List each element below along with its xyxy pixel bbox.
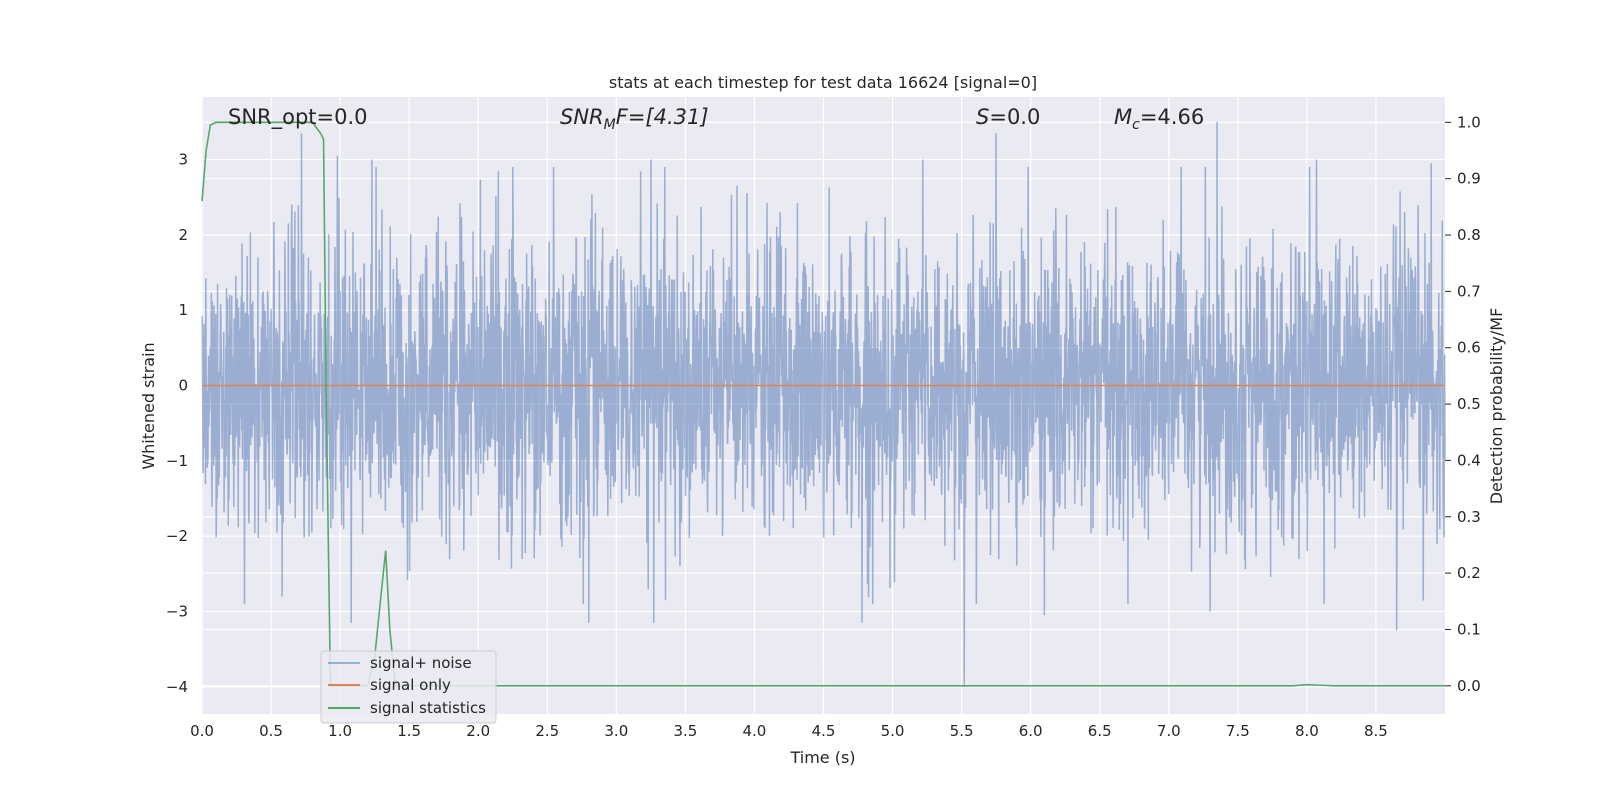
y-tick-label: 1 — [178, 301, 188, 319]
x-tick-label: 7.5 — [1226, 722, 1250, 740]
x-tick-label: 2.5 — [535, 722, 559, 740]
y2-tick-label: 0.4 — [1457, 451, 1481, 469]
snr-mf-sub: M — [604, 117, 616, 133]
x-tick-label: 3.5 — [673, 722, 697, 740]
noise-line — [201, 121, 1446, 687]
legend-box — [320, 650, 497, 724]
mc-sub: c — [1132, 117, 1140, 133]
snr-mf-annotation: SNRMF=[4.31] — [560, 105, 709, 133]
y-tick-label: −3 — [166, 603, 188, 621]
s-annotation: S=0.0 — [976, 105, 1040, 129]
x-tick-label: 5.0 — [881, 722, 905, 740]
y2-tick-label: 0.3 — [1457, 508, 1481, 526]
legend: signal+ noise signal only signal statist… — [320, 650, 497, 724]
snr-mf-main: SNR — [560, 105, 604, 129]
x-tick-label: 6.5 — [1088, 722, 1112, 740]
x-tick-label: 0.5 — [259, 722, 283, 740]
x-tick-label: 1.5 — [397, 722, 421, 740]
x-tick-label: 6.0 — [1019, 722, 1043, 740]
y-tick-label: 3 — [178, 151, 188, 169]
y-tick-label: 0 — [178, 377, 188, 395]
y2-tick-label: 0.8 — [1457, 226, 1481, 244]
y2-tick-label: 0.6 — [1457, 339, 1481, 357]
y-tick-label: 2 — [178, 226, 188, 244]
legend-label-noise: signal+ noise — [370, 654, 472, 672]
y-ticks: 3 2 1 0 −1 −2 −3 −4 — [166, 151, 188, 696]
s-rest: =0.0 — [989, 105, 1040, 129]
noise-series — [201, 121, 1446, 687]
x-tick-label: 8.0 — [1295, 722, 1319, 740]
legend-label-signal: signal only — [370, 676, 451, 694]
x-tick-label: 8.5 — [1364, 722, 1388, 740]
x-tick-label: 5.5 — [950, 722, 974, 740]
x-ticks: 0.0 0.5 1.0 1.5 2.0 2.5 3.0 3.5 4.0 4.5 5.0 5.5 6.0 6… — [190, 722, 1388, 740]
y2-tick-label: 0.7 — [1457, 282, 1481, 300]
y2-axis-title: Detection probability/MF — [1487, 308, 1506, 505]
x-tick-label: 7.0 — [1157, 722, 1181, 740]
y-tick-label: −2 — [166, 527, 188, 545]
snr-opt-annotation: SNR_opt=0.0 — [228, 105, 368, 130]
mc-annotation: Mc=4.66 — [1114, 105, 1204, 133]
x-tick-label: 2.0 — [466, 722, 490, 740]
mc-main: M — [1114, 105, 1132, 129]
x-tick-label: 0.0 — [190, 722, 214, 740]
y2-tick-label: 0.9 — [1457, 170, 1481, 188]
y2-tick-label: 0.2 — [1457, 564, 1481, 582]
legend-label-stats: signal statistics — [370, 699, 486, 717]
y2-ticks: 1.0 0.9 0.8 0.7 0.6 0.5 0.4 0.3 0.2 0.1 0.0 — [1445, 113, 1481, 695]
snr-mf-rest: F=[4.31] — [616, 105, 709, 129]
x-tick-label: 3.0 — [604, 722, 628, 740]
y-tick-label: −4 — [166, 678, 188, 696]
x-axis-title: Time (s) — [789, 748, 855, 767]
s-main: S — [976, 105, 989, 129]
y2-tick-label: 1.0 — [1457, 113, 1481, 131]
x-tick-label: 1.0 — [328, 722, 352, 740]
x-tick-label: 4.0 — [743, 722, 767, 740]
y2-tick-label: 0.0 — [1457, 677, 1481, 695]
y2-tick-label: 0.1 — [1457, 620, 1481, 638]
mc-rest: =4.66 — [1140, 105, 1204, 129]
x-tick-label: 4.5 — [812, 722, 836, 740]
y-tick-label: −1 — [166, 452, 188, 470]
y-axis-title: Whitened strain — [139, 342, 158, 469]
y2-tick-label: 0.5 — [1457, 395, 1481, 413]
chart-title: stats at each timestep for test data 166… — [609, 73, 1037, 92]
